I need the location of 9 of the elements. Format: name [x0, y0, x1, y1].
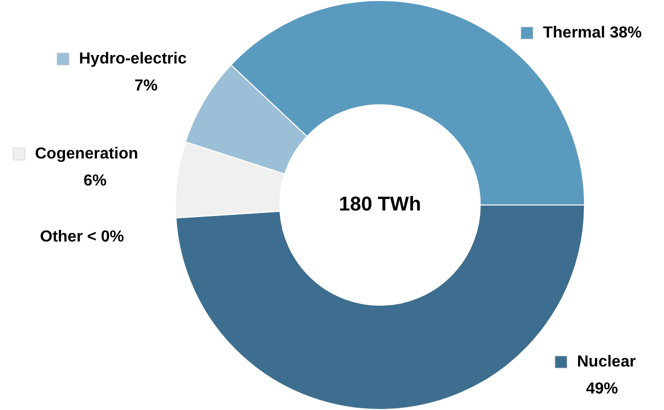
- data-label: 6%: [83, 172, 107, 190]
- legend-label: Nuclear: [577, 353, 636, 370]
- legend-label: Hydro-electric: [79, 50, 187, 68]
- legend-label: Thermal 38%: [543, 24, 642, 42]
- text: 180 TWh: [338, 194, 422, 216]
- category-label: Other < 0%: [40, 228, 124, 246]
- data-label: 7%: [134, 77, 158, 94]
- data-label: 49%: [586, 380, 618, 398]
- legend-label: Cogeneration: [35, 145, 138, 162]
